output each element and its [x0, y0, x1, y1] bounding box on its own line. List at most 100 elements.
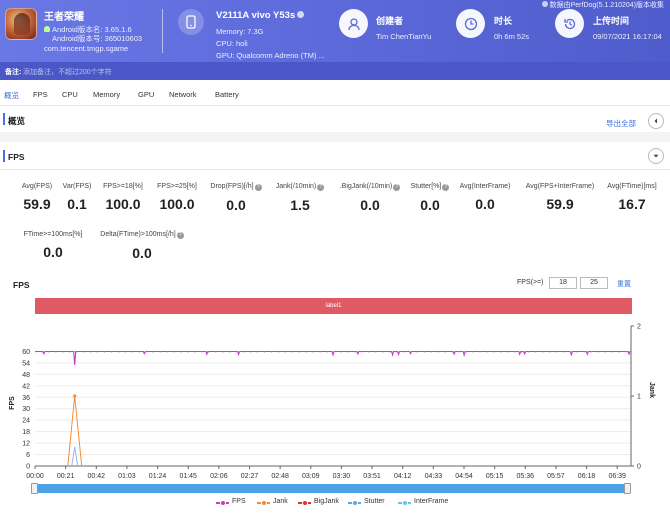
metric-label: FPS>=18[%] — [73, 183, 173, 190]
y-tick-label: 60 — [22, 349, 30, 356]
legend-item-interframe[interactable]: InterFrame — [414, 498, 449, 505]
tab-cpu[interactable]: CPU — [62, 90, 78, 99]
tab-bar: 概览 FPS CPU Memory GPU Network Battery — [0, 80, 670, 106]
tab-memory[interactable]: Memory — [93, 90, 121, 99]
metric-label-text: Avg(FPS) — [21, 183, 53, 190]
tab-battery[interactable]: Battery — [215, 90, 239, 99]
scrollbar-handle-right[interactable] — [624, 483, 631, 494]
legend-item-jank[interactable]: Jank — [273, 498, 288, 505]
tab-overview[interactable]: 概览 — [4, 91, 19, 100]
metric-value: 59.9 — [546, 196, 574, 212]
fps-series-line — [34, 350, 631, 365]
metric-0: Avg(FPS) 59.9 — [0, 183, 87, 212]
legend-marker[interactable] — [398, 500, 411, 506]
y2-tick-label: 2 — [637, 324, 641, 331]
metric-label: Avg(FPS+InterFrame) — [510, 183, 610, 190]
upload-time-label: 上传时间 — [593, 16, 630, 26]
metric-7: Stutter[%]? 0.0 — [380, 183, 480, 213]
metric-label-text: Avg(FPS+InterFrame) — [525, 183, 595, 190]
legend-item-fps[interactable]: FPS — [232, 498, 246, 505]
legend-marker[interactable] — [348, 500, 361, 506]
metric-label: Jank(/10min)? — [250, 183, 350, 191]
metric-label: Avg(InterFrame) — [435, 183, 535, 190]
fps-threshold-input-2[interactable]: 25 — [580, 277, 608, 289]
export-all-link[interactable]: 导出全部 — [606, 119, 636, 128]
metric-label-text: Stutter[%] — [410, 183, 442, 190]
legend-marker[interactable] — [298, 500, 311, 506]
info-icon — [541, 1, 548, 7]
jank-peak-point — [73, 394, 77, 398]
metric-label: Var(FPS) — [27, 183, 127, 190]
y-tick-label: 42 — [22, 383, 30, 390]
y2-axis-label: Jank — [648, 382, 655, 398]
y-tick-label: 6 — [26, 452, 30, 459]
x-tick-label: 03:30 — [333, 473, 351, 480]
help-icon[interactable]: ? — [254, 184, 262, 191]
fps-threshold-input-1[interactable]: 18 — [549, 277, 577, 289]
interframe-spike — [71, 446, 79, 467]
reset-link[interactable]: 重置 — [617, 281, 631, 288]
x-tick-label: 02:48 — [271, 473, 289, 480]
metric-value: 0.0 — [226, 197, 246, 213]
metric-label-text: Jank(/10min) — [275, 183, 317, 190]
tab-gpu[interactable]: GPU — [138, 90, 155, 99]
help-icon[interactable]: ? — [317, 184, 325, 191]
x-tick-label: 05:15 — [486, 473, 504, 480]
metric-value: 59.9 — [23, 196, 51, 212]
help-icon[interactable]: ? — [393, 184, 401, 191]
x-tick-label: 00:21 — [57, 473, 75, 480]
metric-label-text: Avg(FTime)[ms] — [607, 183, 657, 190]
scrollbar-handle-left[interactable] — [31, 483, 38, 494]
section-accent — [3, 113, 5, 125]
device-title: V2111A vivo Y53s — [216, 10, 305, 21]
y2-tick-label: 1 — [637, 394, 641, 401]
android-icon — [44, 26, 50, 32]
tab-network[interactable]: Network — [169, 90, 197, 99]
help-icon[interactable]: ? — [176, 232, 184, 239]
x-tick-label: 03:51 — [363, 473, 381, 480]
fps-threshold-label: FPS(>=) — [517, 279, 544, 286]
collapse-button[interactable] — [648, 113, 664, 129]
y-tick-label: 54 — [22, 360, 30, 367]
perfdog-note: 数据由PerfDog(5.1.210204)版本收集 — [541, 0, 664, 10]
metric-label-text: FPS>=25[%] — [157, 183, 197, 190]
legend-item-stutter[interactable]: Stutter — [364, 498, 385, 505]
legend-marker[interactable] — [216, 500, 229, 506]
timeline-scrollbar[interactable] — [35, 484, 631, 493]
metric-label: Delta(FTime)>100ms[/h]? — [92, 231, 192, 239]
metric-11: FTime>=100ms[%] 0.0 — [3, 231, 103, 260]
x-tick-label: 04:33 — [425, 473, 443, 480]
metric-2: FPS>=18[%] 100.0 — [73, 183, 173, 212]
user-icon — [339, 9, 368, 38]
app-name: 王者荣耀 — [44, 12, 84, 23]
report-header: 王者荣耀 Android版本名: 3.65.1.6 Android版本号: 36… — [0, 0, 670, 62]
header-divider — [162, 9, 163, 53]
metric-label-text: FTime>=100ms[%] — [23, 231, 83, 238]
metric-value: 0.0 — [475, 196, 495, 212]
legend-marker[interactable] — [257, 500, 270, 506]
help-icon[interactable]: ? — [442, 184, 450, 191]
tab-fps[interactable]: FPS — [33, 90, 48, 99]
metric-label-text: FPS>=18[%] — [103, 183, 143, 190]
x-tick-label: 06:18 — [578, 473, 596, 480]
metric-label-text: .BigJank(/10min) — [339, 183, 393, 190]
metric-value: 0.0 — [360, 197, 380, 213]
metric-label: FPS>=25[%] — [127, 183, 227, 190]
info-icon[interactable] — [297, 11, 305, 18]
overview-header: 概览 — [0, 106, 670, 132]
y-tick-label: 30 — [22, 406, 30, 413]
label-band[interactable]: label1 — [35, 298, 632, 314]
metric-value: 1.5 — [290, 197, 310, 213]
metric-value: 0.0 — [43, 244, 63, 260]
legend-item-bigjank[interactable]: BigJank — [314, 498, 339, 505]
metric-value: 0.1 — [67, 196, 87, 212]
metric-10: Avg(FTime)[ms] 16.7 — [582, 183, 670, 212]
y-tick-label: 48 — [22, 372, 30, 379]
history-icon — [555, 9, 584, 38]
remark-input[interactable]: 添加备注，不超过200个字符 — [23, 69, 112, 76]
device-name: V2111A vivo Y53s — [216, 10, 296, 21]
y-tick-label: 12 — [22, 441, 30, 448]
expand-button[interactable] — [648, 148, 664, 164]
overview-title: 概览 — [8, 116, 26, 126]
